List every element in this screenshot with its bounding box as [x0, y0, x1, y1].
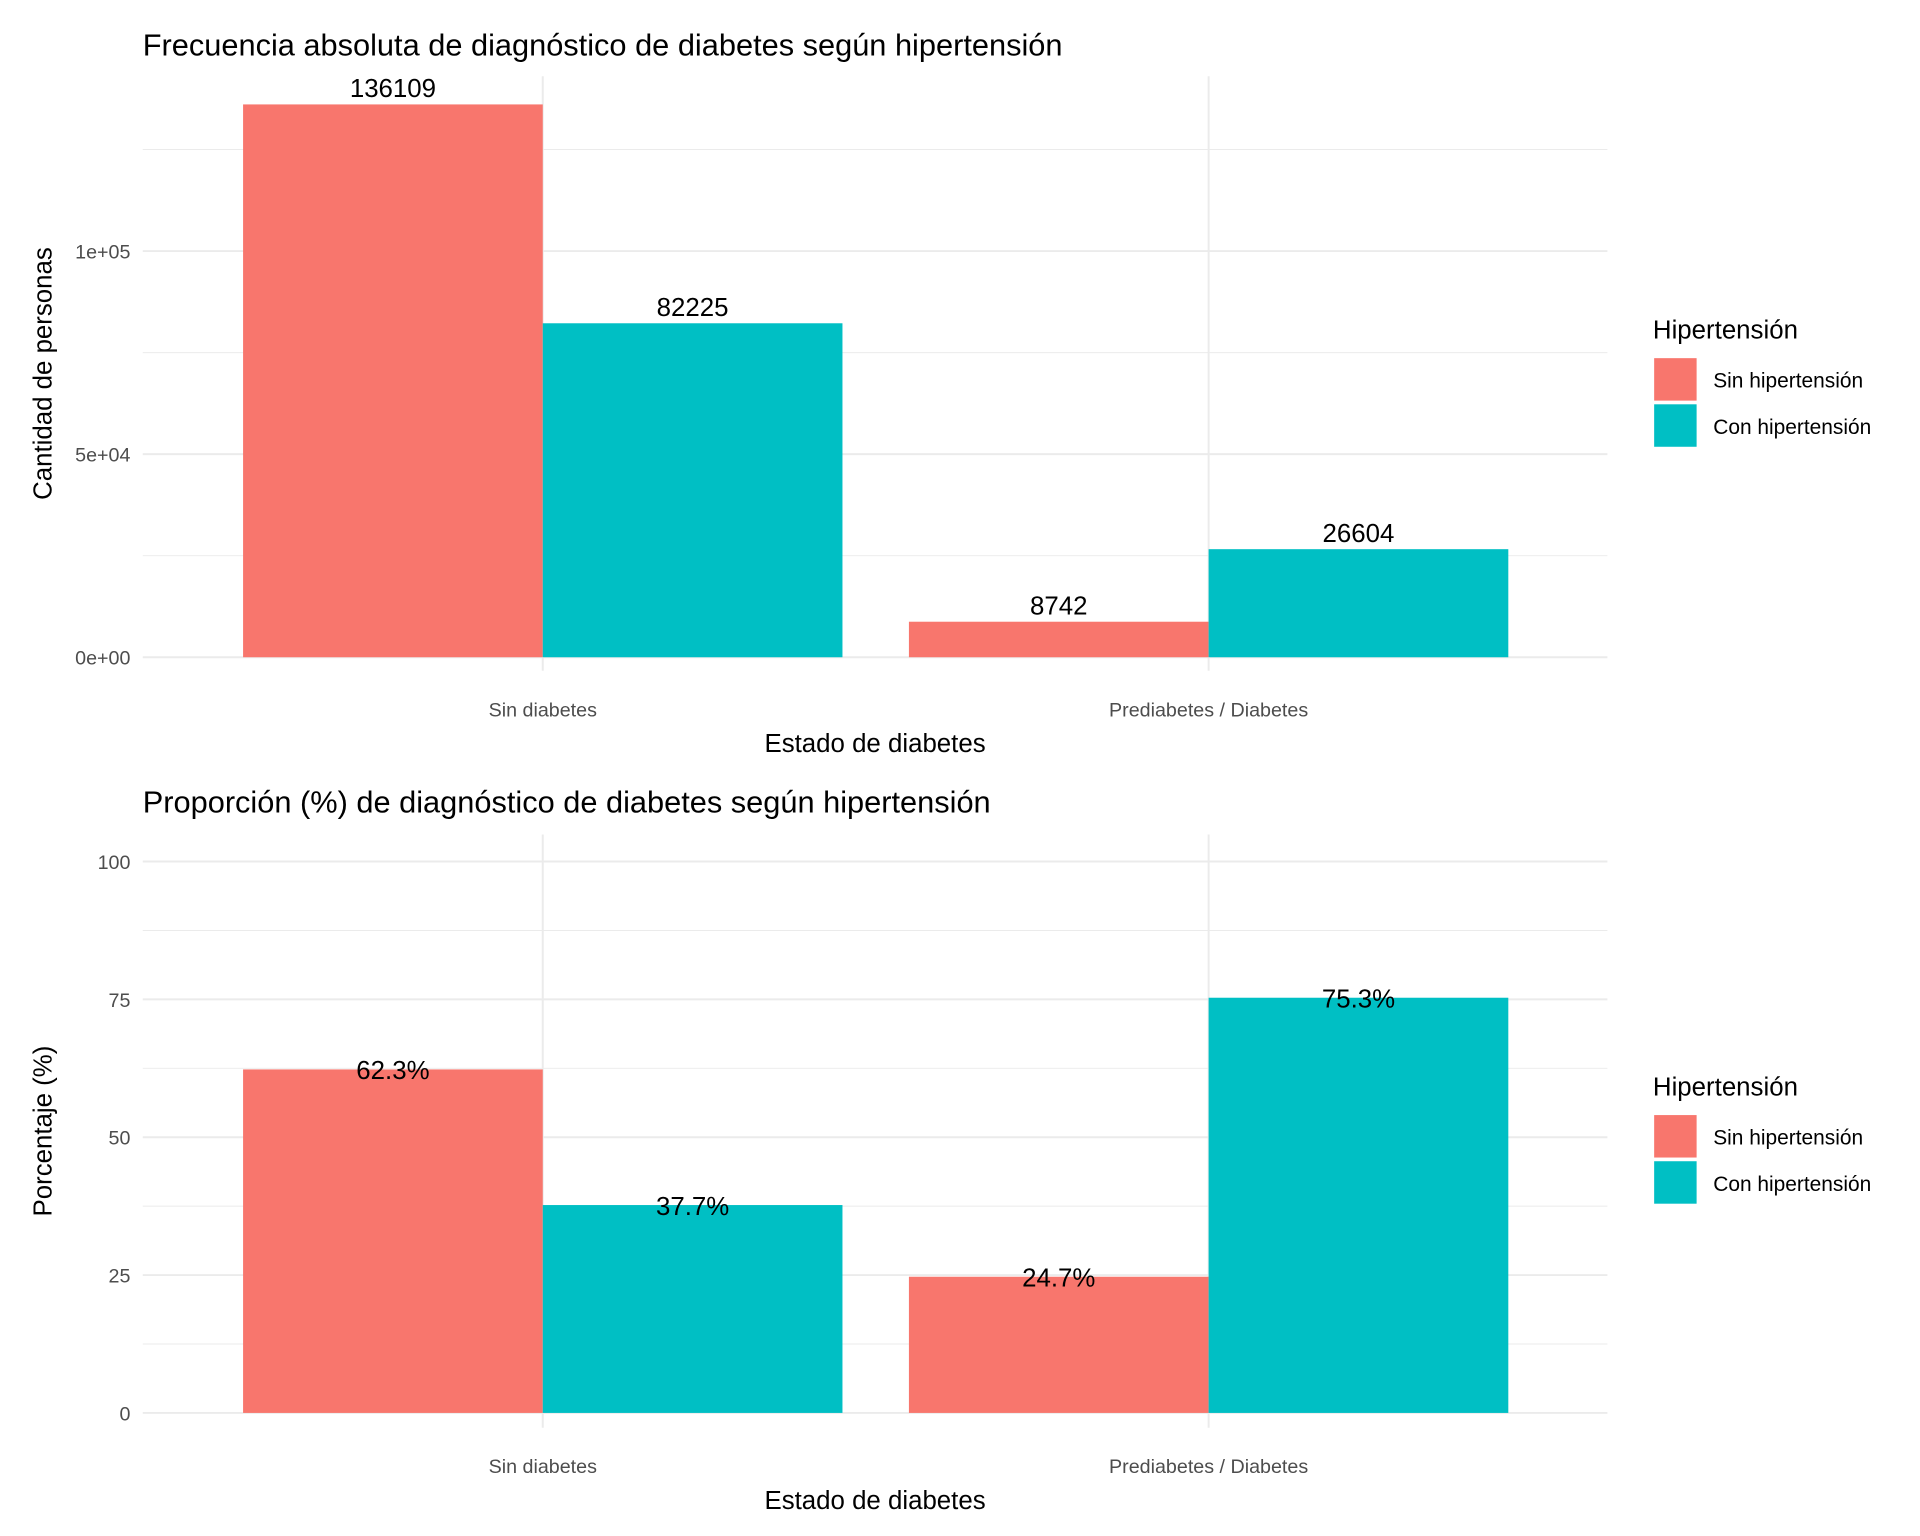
x-axis-title: Estado de diabetes: [764, 730, 985, 758]
legend-label: Con hipertensión: [1713, 416, 1871, 439]
legend: Hipertensión Sin hipertensión Con hiperten…: [1653, 1073, 1871, 1204]
data-label: 24.7%: [1022, 1265, 1095, 1293]
bar-con-hipertension: [542, 1205, 843, 1413]
y-tick-label: 25: [109, 1265, 131, 1287]
legend-label: Sin hipertensión: [1713, 370, 1863, 393]
bar-con-hipertension: [1208, 997, 1509, 1413]
legend-title: Hipertensión: [1653, 1073, 1798, 1101]
y-tick-label: 0e+00: [75, 648, 130, 670]
data-label: 37.7%: [656, 1193, 729, 1221]
y-axis-title: Porcentaje (%): [30, 1046, 58, 1217]
y-tick-label: 0: [120, 1403, 131, 1425]
data-label: 8742: [1030, 592, 1087, 620]
legend-key-con: [1654, 1161, 1697, 1204]
chart-panel-1: Frecuencia absoluta de diagnóstico de di…: [30, 27, 1872, 758]
y-tick-label: 100: [98, 852, 131, 874]
bar-sin-hipertension: [908, 621, 1209, 658]
bar-con-hipertension: [542, 323, 843, 658]
legend-title: Hipertensión: [1653, 316, 1798, 344]
legend-key-con: [1654, 404, 1697, 447]
legend-key-sin: [1654, 358, 1697, 401]
data-label: 26604: [1323, 520, 1395, 548]
data-label: 75.3%: [1322, 986, 1395, 1014]
x-tick-label: Prediabetes / Diabetes: [1109, 699, 1308, 721]
x-tick-label: Sin diabetes: [489, 1456, 598, 1478]
bar-sin-hipertension: [908, 1276, 1209, 1413]
bar-sin-hipertension: [243, 1069, 543, 1413]
legend-key-sin: [1654, 1115, 1697, 1158]
y-tick-label: 1e+05: [75, 241, 130, 263]
chart-title: Proporción (%) de diagnóstico de diabete…: [143, 784, 991, 819]
x-tick-label: Sin diabetes: [489, 699, 598, 721]
chart-panel-2: Proporción (%) de diagnóstico de diabete…: [30, 784, 1872, 1515]
legend-label: Con hipertensión: [1713, 1173, 1871, 1196]
bar-sin-hipertension: [243, 104, 543, 658]
data-label: 82225: [657, 294, 729, 322]
chart-title: Frecuencia absoluta de diagnóstico de di…: [143, 27, 1063, 62]
y-tick-label: 75: [109, 990, 131, 1012]
legend: Hipertensión Sin hipertensión Con hiperten…: [1653, 316, 1871, 447]
bar-con-hipertension: [1208, 549, 1509, 658]
data-label: 62.3%: [356, 1057, 429, 1085]
legend-label: Sin hipertensión: [1713, 1127, 1863, 1150]
y-axis-title: Cantidad de personas: [30, 247, 58, 500]
x-axis-title: Estado de diabetes: [764, 1487, 985, 1515]
y-tick-label: 50: [109, 1128, 131, 1150]
x-tick-label: Prediabetes / Diabetes: [1109, 1456, 1308, 1478]
y-tick-label: 5e+04: [75, 445, 130, 467]
data-label: 136109: [350, 75, 436, 103]
